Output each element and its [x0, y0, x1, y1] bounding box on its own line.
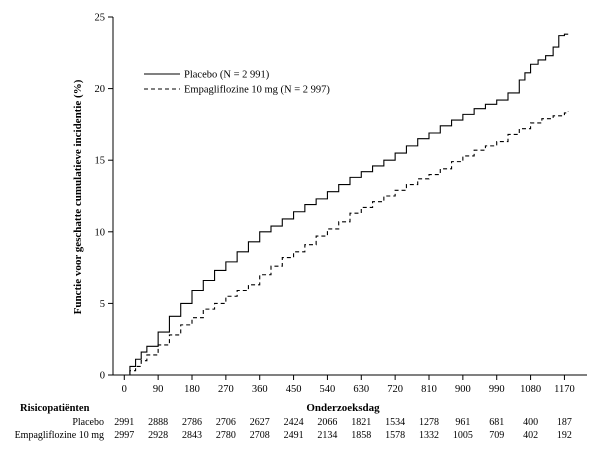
y-tick-label: 15	[95, 156, 106, 167]
x-tick-label: 1080	[520, 384, 541, 395]
legend: Placebo (N = 2 991) Empagliflozine 10 mg …	[144, 70, 330, 96]
risk-cell: 2424	[284, 417, 304, 428]
risk-cell: 192	[557, 430, 572, 441]
x-tick-label: 720	[387, 384, 403, 395]
series-layer	[124, 33, 569, 376]
x-tick-label: 90	[153, 384, 164, 395]
x-tick-label: 540	[320, 384, 336, 395]
risk-cell: 2997	[114, 430, 134, 441]
risk-cell: 1534	[385, 417, 405, 428]
risk-cell: 187	[557, 417, 572, 428]
risk-table-title: Risicopatiënten	[20, 403, 90, 414]
x-tick-label: 1170	[554, 384, 575, 395]
placebo-series-line	[124, 33, 569, 376]
y-tick-label: 5	[100, 299, 105, 310]
risk-cell: 681	[489, 417, 504, 428]
x-tick-label: 900	[455, 384, 471, 395]
x-tick-label: 810	[421, 384, 437, 395]
risk-cell: 961	[455, 417, 470, 428]
risk-cell: 2928	[148, 430, 168, 441]
risk-cell: 1332	[419, 430, 439, 441]
risk-cell: 1278	[419, 417, 439, 428]
risk-cell: 2780	[216, 430, 236, 441]
legend-label: Placebo (N = 2 991)	[184, 70, 270, 81]
risk-cell: 1821	[351, 417, 371, 428]
axes: 0 5 10 15 20 25 0 90 180 270 360 450 540 630 720 810 900…	[95, 13, 587, 395]
risk-cell: 2708	[250, 430, 270, 441]
risk-table: Placebo 2991 2888 2786 2706 2627 2424 2066 1821 1…	[15, 417, 572, 441]
y-tick-label: 25	[95, 13, 106, 24]
risk-cell: 2888	[148, 417, 168, 428]
x-tick-label: 0	[122, 384, 127, 395]
risk-cell: 1005	[453, 430, 473, 441]
risk-cell: 1858	[351, 430, 371, 441]
risk-cell: 2706	[216, 417, 236, 428]
x-tick-label: 180	[184, 384, 200, 395]
x-tick-label: 360	[252, 384, 268, 395]
risk-cell: 400	[523, 417, 538, 428]
risk-cell: 2491	[284, 430, 304, 441]
y-axis-title: Functie voor geschatte cumulatieve incid…	[72, 79, 84, 314]
risk-row-label: Empagliflozine 10 mg	[15, 430, 104, 441]
risk-cell: 709	[489, 430, 504, 441]
risk-cell: 2134	[317, 430, 337, 441]
x-axis-title: Onderzoeksdag	[306, 402, 380, 414]
risk-cell: 2991	[114, 417, 134, 428]
risk-cell: 1578	[385, 430, 405, 441]
legend-label: Empagliflozine 10 mg (N = 2 997)	[184, 85, 330, 96]
x-tick-label: 270	[218, 384, 234, 395]
x-tick-label: 990	[489, 384, 505, 395]
x-tick-label: 450	[286, 384, 302, 395]
y-tick-label: 0	[100, 371, 105, 382]
risk-cell: 2843	[182, 430, 202, 441]
risk-cell: 2627	[250, 417, 270, 428]
empagliflozine-series-line	[124, 111, 569, 376]
risk-cell: 2066	[317, 417, 337, 428]
x-tick-label: 630	[353, 384, 369, 395]
y-tick-label: 20	[95, 84, 106, 95]
y-tick-label: 10	[95, 227, 106, 238]
risk-row-label: Placebo	[72, 417, 104, 428]
risk-cell: 402	[523, 430, 538, 441]
risk-cell: 2786	[182, 417, 202, 428]
